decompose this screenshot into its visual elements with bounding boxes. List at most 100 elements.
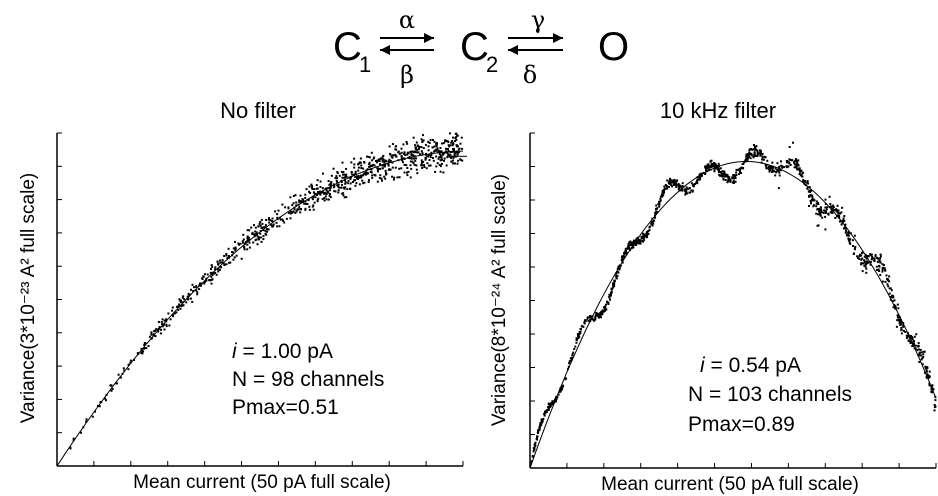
data-point <box>315 193 318 196</box>
data-point <box>163 323 166 326</box>
data-point <box>262 226 265 229</box>
data-point <box>899 320 902 322</box>
data-point <box>789 159 792 161</box>
data-point <box>391 161 394 164</box>
data-point <box>342 171 345 173</box>
data-point <box>357 175 360 177</box>
data-point <box>891 300 894 303</box>
data-point <box>225 263 228 266</box>
data-point <box>353 166 356 169</box>
data-point <box>163 319 166 322</box>
data-point <box>692 183 695 186</box>
data-point <box>329 185 332 188</box>
data-point <box>665 185 668 188</box>
data-point <box>734 180 737 183</box>
data-point <box>406 174 409 177</box>
data-point <box>806 180 809 183</box>
data-point <box>172 315 175 318</box>
data-point <box>385 172 387 174</box>
data-point <box>429 154 432 157</box>
data-point <box>301 201 304 203</box>
data-point <box>668 182 671 185</box>
data-point <box>150 337 153 340</box>
data-point <box>702 171 705 174</box>
data-point <box>863 261 866 264</box>
data-point <box>787 165 790 168</box>
data-point <box>597 313 600 316</box>
data-point <box>672 179 675 182</box>
data-point <box>326 190 329 193</box>
data-point <box>452 142 455 145</box>
rate-beta: β <box>400 61 414 89</box>
panel-no-filter: No filter Mean current (50 pA full scale… <box>18 98 467 493</box>
data-point <box>785 160 788 162</box>
data-point <box>840 223 843 226</box>
data-point <box>545 409 548 412</box>
data-point <box>806 187 809 190</box>
data-point <box>564 377 567 380</box>
data-point <box>642 234 645 237</box>
data-point <box>447 153 450 156</box>
data-point <box>410 157 413 160</box>
data-point <box>742 167 745 170</box>
data-point <box>806 186 809 189</box>
data-point <box>433 140 436 143</box>
data-point <box>295 201 298 204</box>
data-point <box>793 163 796 166</box>
data-point <box>381 156 384 159</box>
data-point <box>551 401 553 404</box>
data-point <box>437 151 440 154</box>
data-point <box>530 460 533 463</box>
data-point <box>327 180 330 182</box>
data-point <box>630 244 633 247</box>
data-point <box>401 161 404 164</box>
data-point <box>808 189 811 192</box>
data-point <box>311 198 314 201</box>
data-point <box>256 243 259 246</box>
data-point <box>435 145 438 147</box>
data-point <box>264 226 267 229</box>
data-point <box>153 330 156 333</box>
data-point <box>709 160 712 163</box>
data-point <box>193 286 195 289</box>
data-point <box>662 194 665 197</box>
data-point <box>862 262 864 265</box>
data-point <box>865 267 868 270</box>
data-point <box>191 283 194 286</box>
data-point <box>345 196 348 199</box>
data-point <box>796 162 799 165</box>
data-point <box>898 318 901 321</box>
data-point <box>349 178 352 180</box>
data-point <box>824 212 827 214</box>
data-point <box>915 333 918 336</box>
data-point <box>879 261 882 264</box>
data-point <box>871 257 874 260</box>
data-point <box>570 358 573 361</box>
data-point <box>80 431 82 434</box>
data-point <box>746 153 749 156</box>
data-point <box>900 323 903 326</box>
data-point <box>796 167 799 170</box>
data-point <box>354 184 357 187</box>
data-point <box>884 280 887 283</box>
data-point <box>335 179 338 182</box>
data-point <box>594 318 597 321</box>
data-point <box>203 282 206 285</box>
data-point <box>226 257 229 260</box>
kinetic-scheme: C 1 α β C 2 γ δ O <box>333 6 629 89</box>
data-point <box>406 151 409 154</box>
data-point <box>712 165 714 168</box>
state-c2: C <box>460 25 489 69</box>
data-point <box>622 254 625 257</box>
data-point <box>413 157 415 160</box>
data-point <box>860 262 863 265</box>
data-point <box>886 283 889 286</box>
data-point <box>609 298 611 301</box>
data-point <box>686 192 689 195</box>
data-point <box>316 187 319 190</box>
data-point <box>781 166 784 169</box>
data-point <box>342 173 344 176</box>
data-point <box>891 294 894 297</box>
data-point <box>865 256 868 259</box>
data-point <box>879 257 882 260</box>
